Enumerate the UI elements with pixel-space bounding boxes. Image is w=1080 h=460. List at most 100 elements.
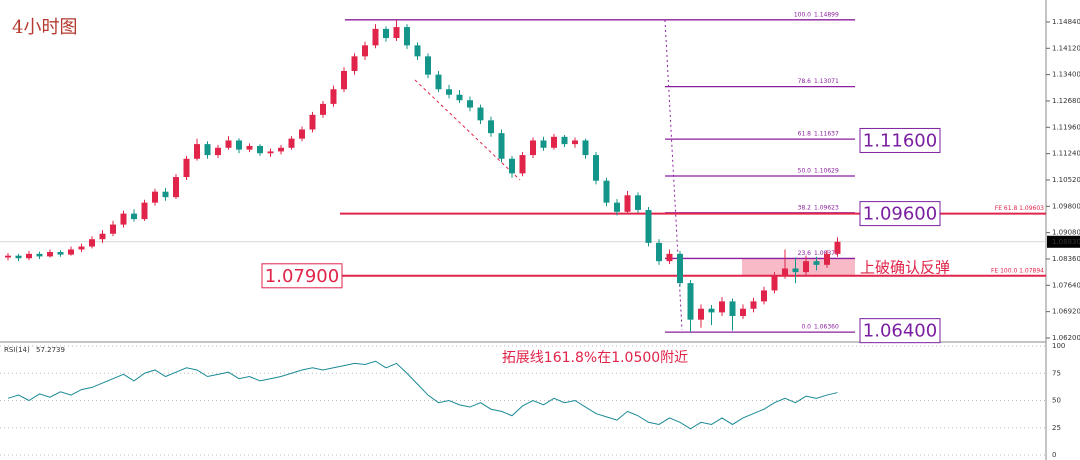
candle-body bbox=[666, 253, 673, 262]
y-tick-label: 50 bbox=[1052, 397, 1061, 405]
candle-body bbox=[803, 261, 809, 273]
target-zone bbox=[742, 258, 855, 276]
candle-body bbox=[383, 28, 389, 39]
y-tick-label: 1.07640 bbox=[1052, 281, 1080, 289]
level-box bbox=[859, 127, 941, 153]
candle-body bbox=[708, 308, 715, 313]
y-tick-label: 1.09080 bbox=[1052, 229, 1080, 237]
candle-body bbox=[404, 27, 410, 46]
current-price-label: 1.08830 bbox=[1052, 238, 1080, 246]
y-tick-label: 1.11240 bbox=[1052, 150, 1080, 158]
candle-body bbox=[183, 158, 190, 178]
candle-body bbox=[99, 233, 106, 240]
fib-price: 1.11637 bbox=[814, 131, 839, 138]
chart-title: 4小时图 bbox=[12, 17, 77, 38]
y-tick-label: 1.06200 bbox=[1052, 334, 1080, 342]
fib-price: 1.09623 bbox=[814, 204, 839, 211]
y-tick-label: 1.08360 bbox=[1052, 255, 1080, 263]
trend-dash bbox=[414, 79, 521, 181]
fib-price: 1.08375 bbox=[814, 250, 839, 257]
candle-body bbox=[540, 140, 547, 148]
candle-body bbox=[173, 177, 179, 198]
y-tick-label: 1.11960 bbox=[1052, 123, 1080, 131]
candle-body bbox=[750, 301, 757, 309]
candle-body bbox=[635, 195, 641, 210]
fib-dash bbox=[664, 19, 683, 331]
candle-body bbox=[204, 144, 211, 156]
fib-level: 100.0 bbox=[794, 11, 811, 18]
current-price-tag bbox=[1047, 235, 1080, 248]
level-box bbox=[261, 263, 343, 289]
level-label: 1.07900 bbox=[265, 266, 339, 287]
candle-body bbox=[15, 255, 22, 259]
candle-body bbox=[236, 140, 242, 150]
candle-body bbox=[656, 242, 662, 262]
candle-body bbox=[351, 56, 358, 71]
candle-body bbox=[677, 253, 683, 284]
y-tick-label: 1.14120 bbox=[1052, 44, 1080, 52]
candle-body bbox=[729, 301, 736, 317]
level-box bbox=[859, 318, 941, 344]
candle-body bbox=[246, 145, 253, 150]
indicator-label: RSI(14) bbox=[4, 346, 30, 354]
indicator-value: 57.2739 bbox=[36, 346, 65, 354]
candle-body bbox=[519, 155, 526, 174]
candle-body bbox=[225, 140, 232, 148]
candle-body bbox=[572, 140, 578, 145]
y-tick-label: 100 bbox=[1052, 342, 1065, 350]
candle-body bbox=[446, 89, 452, 95]
rsi-line bbox=[7, 360, 838, 430]
candle-body bbox=[152, 191, 158, 203]
level-label: 1.06400 bbox=[863, 321, 937, 342]
y-tick-label: 1.12680 bbox=[1052, 97, 1080, 105]
candle-body bbox=[341, 70, 347, 90]
candle-body bbox=[414, 45, 421, 57]
level-label: 1.09600 bbox=[863, 204, 937, 225]
candle-body bbox=[278, 147, 284, 152]
annotation: 拓展线161.8%在1.0500附近 bbox=[502, 350, 688, 366]
y-tick-label: 1.13400 bbox=[1052, 71, 1080, 79]
candle-body bbox=[330, 89, 337, 104]
candle-body bbox=[530, 140, 536, 156]
candle-body bbox=[593, 155, 599, 181]
candle-body bbox=[393, 27, 400, 39]
candle-body bbox=[435, 74, 442, 90]
y-tick-label: 1.09800 bbox=[1052, 202, 1080, 210]
fib-price: 1.13071 bbox=[814, 78, 839, 85]
candle-body bbox=[603, 180, 610, 203]
fe-note: FE 61.8 1.09603 bbox=[995, 205, 1044, 212]
candle-body bbox=[372, 28, 379, 46]
candle-body bbox=[761, 290, 767, 302]
candle-body bbox=[719, 301, 725, 313]
candle-body bbox=[551, 136, 557, 148]
candle-body bbox=[509, 158, 515, 174]
fib-price: 1.14899 bbox=[814, 11, 839, 18]
candle-body bbox=[26, 253, 32, 259]
candle-body bbox=[698, 308, 704, 320]
fib-level: 23.6 bbox=[798, 250, 812, 257]
candle-body bbox=[47, 252, 53, 257]
y-tick-label: 1.14840 bbox=[1052, 18, 1080, 26]
candle-body bbox=[141, 202, 148, 220]
annotation: 上破确认反弹 bbox=[860, 259, 950, 277]
candle-body bbox=[131, 213, 137, 220]
candle-body bbox=[614, 202, 620, 212]
candle-body bbox=[771, 275, 778, 291]
level-label: 1.11600 bbox=[863, 130, 937, 151]
candle-body bbox=[267, 151, 274, 154]
candle-body bbox=[740, 308, 746, 317]
level-box bbox=[859, 201, 941, 227]
y-tick-label: 75 bbox=[1052, 369, 1061, 377]
candle-body bbox=[5, 255, 11, 258]
candle-body bbox=[257, 145, 263, 154]
candle-body bbox=[561, 136, 568, 145]
candle-body bbox=[120, 213, 127, 225]
candle-body bbox=[110, 224, 116, 234]
y-tick-label: 1.10520 bbox=[1052, 176, 1080, 184]
fib-level: 50.0 bbox=[798, 167, 812, 174]
fib-level: 38.2 bbox=[798, 204, 812, 211]
fib-price: 1.10629 bbox=[814, 167, 839, 174]
fib-level: 0.0 bbox=[801, 324, 811, 331]
